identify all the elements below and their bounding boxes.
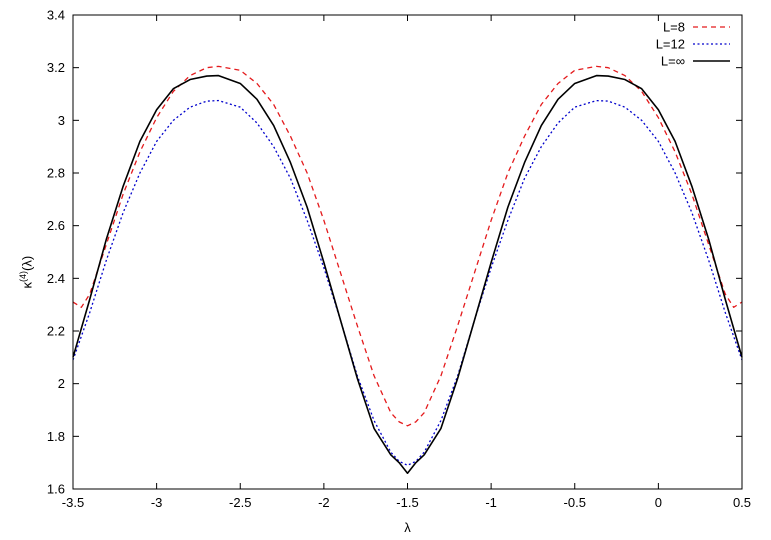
y-axis-label-wrap: κ(4)(λ): [4, 252, 48, 292]
y-tick-labels: 1.6 1.8 2 2.2 2.4 2.6 2.8 3 3.2 3.4: [47, 8, 65, 497]
x-tick-label: -1.5: [396, 495, 418, 510]
legend: L=8 L=12 L=∞: [656, 20, 730, 69]
plot-lines: [72, 65, 743, 475]
y-tick-label: 2: [58, 376, 65, 391]
x-tick-label: -3.5: [62, 495, 84, 510]
series-line-2: [72, 74, 743, 475]
y-tick-label: 2.8: [47, 166, 65, 181]
y-axis-label-arg: (λ): [19, 255, 35, 271]
series-line-1: [72, 99, 743, 466]
plot-frame: [72, 14, 743, 490]
x-tick-label: -3: [151, 495, 163, 510]
y-axis-label-sup: (4): [17, 270, 28, 282]
y-tick-label: 2.6: [47, 218, 65, 233]
x-tick-label: 0.5: [733, 495, 751, 510]
y-tick-label: 3.4: [47, 8, 65, 23]
y-axis-label-base: κ: [19, 281, 35, 289]
y-axis-label: κ(4)(λ): [18, 256, 34, 289]
legend-label-2: L=∞: [661, 54, 685, 69]
x-tick-label: -2.5: [229, 495, 251, 510]
x-tick-labels: -3.5 -3 -2.5 -2 -1.5 -1 -0.5 0 0.5: [62, 495, 751, 510]
x-tick-label: -1: [485, 495, 497, 510]
x-tick-label: -2: [318, 495, 330, 510]
y-tick-label: 3: [58, 113, 65, 128]
axis-ticks: [72, 14, 743, 490]
y-tick-label: 3.2: [47, 60, 65, 75]
y-tick-label: 2.2: [47, 324, 65, 339]
y-tick-label: 2.4: [47, 271, 65, 286]
y-tick-label: 1.8: [47, 429, 65, 444]
x-tick-label: 0: [655, 495, 662, 510]
legend-label-0: L=8: [663, 20, 685, 35]
y-tick-label: 1.6: [47, 482, 65, 497]
x-tick-label: -0.5: [564, 495, 586, 510]
x-axis-label: λ: [404, 520, 411, 535]
legend-label-1: L=12: [656, 37, 685, 52]
